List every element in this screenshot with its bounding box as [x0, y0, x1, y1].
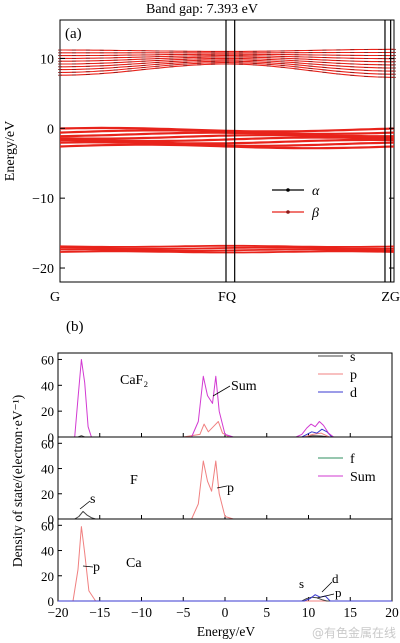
- band-y-tick-label: 0: [47, 122, 54, 137]
- dos-legend-label-d: d: [350, 386, 357, 401]
- dos-y-axis-label: Density of state/(electron·eV⁻¹): [10, 395, 25, 567]
- dos-ca-p2-annotation: p: [335, 585, 342, 600]
- band-y-axis-label: Energy/eV: [3, 121, 18, 181]
- dos-x-tick-label: −10: [131, 605, 152, 620]
- dos-ca-s-annotation: s: [299, 576, 304, 591]
- dos-legend-label-s: s: [350, 350, 355, 365]
- legend-beta-label: β: [311, 206, 319, 221]
- dos-x-axis-label: Energy/eV: [197, 624, 255, 639]
- band-y-tick-label: −10: [32, 192, 54, 207]
- dos-x-tick-label: −5: [176, 605, 191, 620]
- core-band-line: [60, 248, 395, 252]
- band-plot-frame: [59, 19, 395, 283]
- dos-legend-label-f: f: [350, 452, 355, 467]
- dos-y-tick-label: 20: [41, 404, 54, 419]
- dos-legend-label-p: p: [350, 368, 357, 383]
- dos-caf2-label: CaF₂: [120, 373, 148, 388]
- dos-curve-p: [58, 460, 392, 520]
- dos-sum-annotation: Sum: [231, 379, 257, 394]
- ca-p2-pointer: [316, 593, 335, 599]
- dos-curve-d: [58, 594, 392, 602]
- s-pointer: [79, 500, 91, 510]
- band-y-tick-label: −20: [32, 262, 54, 277]
- dos-y-tick-label: 40: [41, 462, 54, 477]
- dos-x-tick-label: 15: [344, 605, 358, 620]
- band-x-tick-label: ZG: [381, 290, 400, 305]
- core-band-line: [59, 250, 395, 254]
- band-y-ticks: 10 0 −10 −20: [32, 52, 394, 277]
- sum-pointer: [212, 385, 231, 397]
- dos-y-tick-label: 40: [41, 544, 54, 559]
- dos-y-tick-label: 20: [41, 487, 54, 502]
- band-gap-title: Band gap: 7.393 eV: [146, 2, 258, 17]
- dos-subplot-frame: [57, 436, 393, 520]
- dos-y-tick-label: 0: [48, 512, 55, 527]
- dos-x-tick-label: −20: [47, 605, 68, 620]
- dos-panel: (b) Density of state/(electron·eV⁻¹) 0 20…: [10, 319, 399, 639]
- band-legend: α β: [272, 184, 320, 221]
- dos-subplot-f: 0 20 40 60 Fs p f Sum: [41, 436, 393, 527]
- dos-x-ticks: −20 −15 −10 −5 0 5 10 15 20: [47, 605, 399, 620]
- dos-y-tick-label: 0: [48, 430, 55, 445]
- p-pointer: [216, 485, 228, 489]
- dos-s-annotation: s: [90, 492, 95, 507]
- dos-x-tick-label: 20: [385, 605, 399, 620]
- dos-y-tick-label: 60: [41, 518, 54, 533]
- dos-curve-p: [58, 421, 392, 438]
- legend-alpha-marker: [286, 188, 290, 192]
- band-lines-group: [58, 48, 396, 254]
- ca-p-pointer: [82, 565, 94, 568]
- dos-subplot-frame: [57, 518, 393, 602]
- band-x-ticks: G FQ ZG: [50, 290, 400, 305]
- legend-beta-marker: [286, 210, 290, 214]
- ca-d-pointer: [321, 581, 333, 593]
- dos-x-tick-label: 10: [302, 605, 316, 620]
- dos-ca-label: Ca: [126, 556, 142, 571]
- dos-x-tick-label: 5: [263, 605, 270, 620]
- dos-curve-p: [58, 526, 392, 602]
- dos-subplot-frame: [57, 352, 393, 438]
- dos-subplot-caf2: 0 20 40 60 CaF₂ Sum spd: [41, 350, 393, 445]
- dos-y-tick-label: 20: [41, 569, 54, 584]
- dos-ca-d-annotation: d: [332, 571, 339, 586]
- watermark: @有色金属在线: [311, 626, 396, 640]
- dos-y-tick-label: 0: [48, 594, 55, 609]
- band-y-tick-label: 10: [40, 52, 54, 67]
- dos-y-tick-label: 40: [41, 378, 54, 393]
- band-x-tick-label: FQ: [218, 290, 236, 305]
- dos-x-tick-label: 0: [222, 605, 229, 620]
- dos-p-annotation: p: [227, 481, 234, 496]
- dos-f-label: F: [130, 473, 138, 488]
- dos-curve-d: [58, 428, 392, 438]
- core-band-line: [59, 244, 395, 248]
- panel-a-label: (a): [65, 26, 82, 42]
- dos-y-tick-label: 60: [41, 436, 54, 451]
- band-x-tick-label: G: [50, 290, 60, 305]
- dos-ca-p-annotation: p: [93, 560, 100, 575]
- valence-band-line: [59, 126, 395, 133]
- dos-legend-label-sum: Sum: [350, 470, 376, 485]
- panel-b-label: (b): [66, 319, 84, 335]
- legend-alpha-label: α: [312, 184, 320, 199]
- high-symmetry-lines: [225, 20, 392, 282]
- dos-y-tick-label: 60: [41, 352, 54, 367]
- dos-curve-sum: [58, 359, 392, 438]
- band-structure-panel: 10 0 −10 −20 G FQ ZG (a) Energy/eV α β: [3, 19, 400, 305]
- valence-band-line: [59, 131, 394, 138]
- core-band-line: [59, 246, 395, 250]
- dos-x-tick-label: −15: [89, 605, 110, 620]
